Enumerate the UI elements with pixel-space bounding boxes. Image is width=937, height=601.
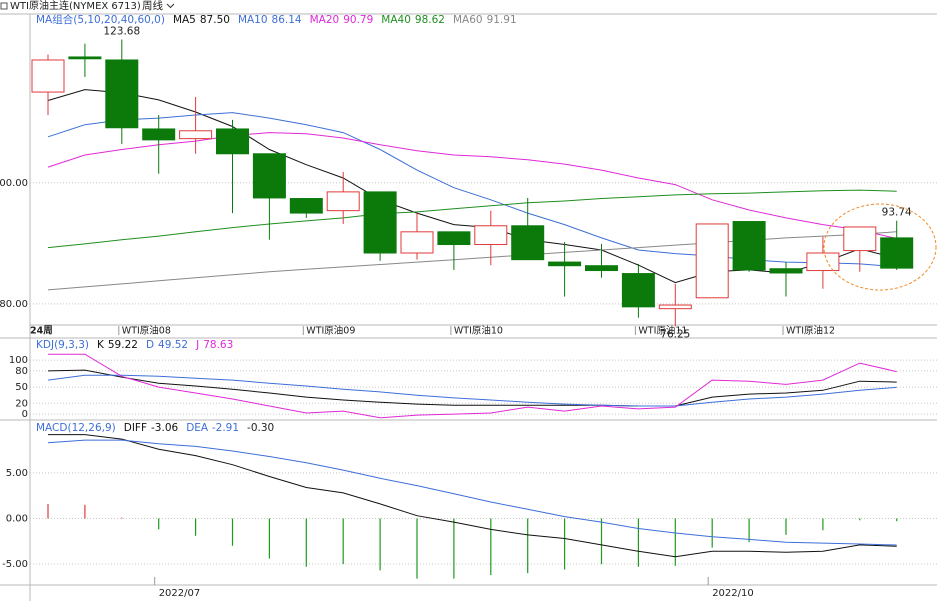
candle-body [179,130,213,140]
x-tick-label: WTI原油11 [638,325,687,337]
candle-body [732,221,766,271]
legend-value: 86.14 [272,14,302,26]
legend-value: 78.63 [203,339,233,351]
candle-body [437,231,471,246]
legend-value: 98.62 [415,14,445,26]
candle-body [252,153,286,199]
period-label: 24周 [30,326,53,337]
ma-line [48,353,897,419]
legend-name: K [97,339,105,351]
candle-body [400,231,434,254]
candle-body [621,273,655,308]
y-tick-label: 100 [9,355,28,366]
y-tick-label: 80.00 [0,299,28,310]
candle-body [548,261,582,267]
legend-label: MACD(12,26,9) [36,422,116,434]
candle-body [880,237,914,269]
ma-line [47,374,897,407]
y-tick-label: 5.00 [6,468,28,479]
candle-body [289,198,323,214]
legend-name: MA10 [238,14,268,26]
x-tick-label: WTI原油09 [306,325,355,337]
candle-body [511,225,545,261]
y-tick-label: 20 [15,398,28,409]
ma-line [47,189,897,249]
title-icon [0,2,8,10]
legend-value: 87.50 [200,14,230,26]
candle-body [216,128,249,155]
y-tick-label: 100.00 [0,178,28,189]
legend-value: -0.30 [247,422,274,434]
title: WTI原油主连(NYMEX 6713) [10,0,141,12]
candle-body [806,252,840,272]
y-tick-label: 0 [22,409,28,420]
candle-body [105,59,139,129]
legend-value: 91.91 [487,14,517,26]
candle-body [843,226,877,252]
high-label: 123.68 [103,26,140,38]
candle-body [31,59,65,93]
candle-body [769,268,803,274]
candle-body [474,225,508,246]
y-tick-label: -5.00 [2,559,28,570]
x-tick-label: WTI原油12 [786,325,835,337]
legend: MACD(12,26,9) DIFF -3.06 DEA -2.91 -0.30 [36,422,274,434]
candle-body [363,191,397,254]
highlight-ellipse [823,203,937,291]
ma-line [48,434,897,558]
candle-body [695,223,729,299]
ma-line [47,439,897,546]
candle-body [142,128,176,141]
low-label: 76.25 [660,329,690,341]
ma-line [47,369,897,407]
candle-body [585,265,618,272]
legend-name: MA5 [173,14,196,26]
candle-body [326,191,360,212]
legend-value: 49.52 [158,339,188,351]
x-tick-label: WTI原油08 [122,325,171,337]
legend-label: KDJ(9,3,3) [36,339,89,351]
candle-body [68,56,102,60]
legend-value: -3.06 [151,422,178,434]
x-tick-label: WTI原油10 [454,325,503,337]
legend-name: MA20 [310,14,340,26]
dropdown-arrow[interactable] [166,3,175,9]
legend-name: DIFF [124,422,147,434]
legend-name: DEA [186,422,209,434]
legend-name: D [146,339,154,351]
legend: KDJ(9,3,3) K 59.22 D 49.52 J 78.63 [36,339,233,351]
legend: MA组合(5,10,20,40,60,0) MA5 87.50 MA10 86.14 MA… [36,13,517,26]
legend-value: -2.91 [212,422,239,434]
period-selector[interactable]: 周线 [142,0,175,12]
legend-value: 90.79 [343,14,373,26]
legend-value: 59.22 [108,339,138,351]
legend-name: MA60 [453,14,483,26]
y-tick-label: 50 [15,382,28,393]
legend-name: MA40 [381,14,411,26]
x-tick-label: 2022/07 [159,588,201,599]
legend-label: MA组合(5,10,20,40,60,0) [36,13,165,26]
ma-line [47,132,897,239]
x-tick-label: 2022/10 [712,588,754,599]
legend-name: J [195,339,199,351]
y-tick-label: 80 [15,366,28,377]
high-label: 93.74 [882,207,912,219]
y-tick-label: 0.00 [6,513,28,524]
candle-body [658,304,692,310]
period[interactable]: 周线 [142,0,163,12]
